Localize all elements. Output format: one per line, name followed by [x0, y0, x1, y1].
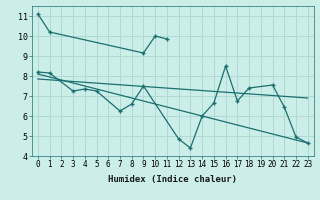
X-axis label: Humidex (Indice chaleur): Humidex (Indice chaleur) — [108, 175, 237, 184]
